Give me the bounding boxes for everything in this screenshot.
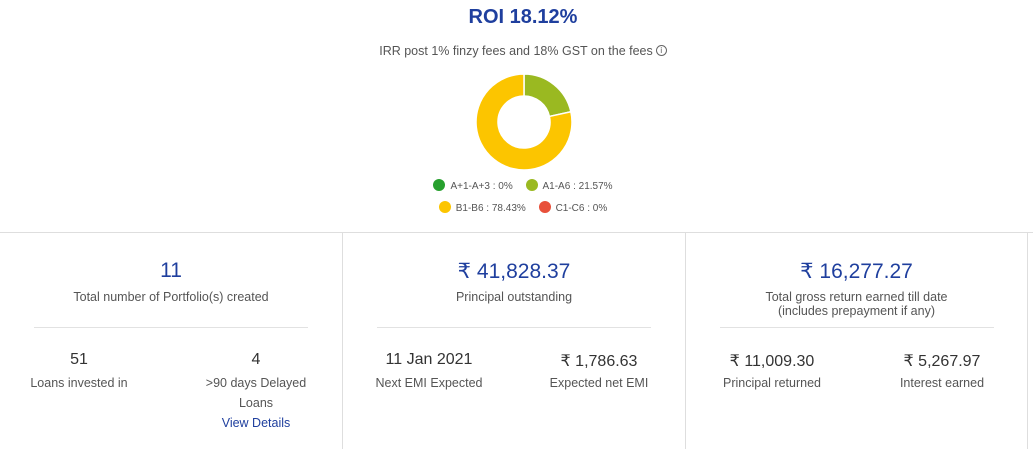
view-details-link[interactable]: View Details bbox=[221, 416, 291, 430]
rupee-icon: ₹ bbox=[800, 259, 814, 283]
principal-card: ₹ 41,828.37 Principal outstanding 11 Jan… bbox=[342, 233, 685, 449]
portfolio-count-label: Total number of Portfolio(s) created bbox=[73, 290, 269, 304]
gross-return-label: Total gross return earned till date (inc… bbox=[686, 290, 1027, 318]
interest-earned-stat: ₹ 5,267.97 Interest earned bbox=[867, 351, 1017, 393]
donut-slice-a1-a6[interactable] bbox=[523, 73, 572, 118]
expected-emi-amount: 1,786.63 bbox=[575, 353, 638, 370]
loans-invested-label: Loans invested in bbox=[30, 376, 128, 390]
roi-title: ROI 18.12% bbox=[468, 6, 578, 28]
rupee-icon: ₹ bbox=[903, 351, 914, 370]
gross-return-label-line1: Total gross return earned till date bbox=[765, 290, 948, 304]
info-icon[interactable]: i bbox=[655, 45, 667, 56]
principal-returned-stat: ₹ 11,009.30 Principal returned bbox=[697, 351, 847, 393]
delayed-loans-stat: 4 >90 days Delayed Loans View Details bbox=[181, 351, 331, 433]
gross-return-label-line2: (includes prepayment if any) bbox=[777, 304, 936, 318]
chart-legend-row-2: B1-B6 : 78.43% C1-C6 : 0% bbox=[0, 201, 1033, 214]
legend-dot-a-plus bbox=[433, 179, 446, 191]
card-divider bbox=[377, 327, 651, 328]
legend-label-b: B1-B6 : 78.43% bbox=[455, 203, 526, 214]
legend-item-a-plus[interactable]: A+1-A+3 : 0% bbox=[433, 179, 513, 192]
expected-emi-value: ₹ 1,786.63 bbox=[524, 351, 674, 373]
irr-subtitle-text: IRR post 1% finzy fees and 18% GST on th… bbox=[379, 44, 653, 58]
interest-earned-label: Interest earned bbox=[899, 376, 985, 390]
irr-subtitle: IRR post 1% finzy fees and 18% GST on th… bbox=[0, 44, 1033, 58]
returns-card: ₹ 16,277.27 Total gross return earned ti… bbox=[685, 233, 1028, 449]
legend-item-a[interactable]: A1-A6 : 21.57% bbox=[525, 179, 613, 192]
expected-emi-stat: ₹ 1,786.63 Expected net EMI bbox=[524, 351, 674, 393]
portfolio-count: 11 bbox=[160, 259, 182, 282]
principal-outstanding-value: ₹ 41,828.37 bbox=[343, 259, 685, 284]
expected-emi-label: Expected net EMI bbox=[549, 376, 649, 390]
legend-item-c[interactable]: C1-C6 : 0% bbox=[538, 201, 608, 214]
delayed-loans-label: >90 days Delayed Loans bbox=[205, 376, 307, 410]
legend-label-c: C1-C6 : 0% bbox=[555, 203, 608, 214]
next-emi-date: 11 Jan 2021 bbox=[385, 351, 473, 368]
principal-outstanding-label: Principal outstanding bbox=[455, 290, 573, 304]
gross-return-amount: 16,277.27 bbox=[819, 260, 913, 283]
roi-summary: ROI 18.12% IRR post 1% finzy fees and 18… bbox=[0, 6, 1033, 214]
legend-dot-b bbox=[438, 201, 451, 213]
legend-dot-c bbox=[538, 201, 551, 213]
chart-legend-row-1: A+1-A+3 : 0% A1-A6 : 21.57% bbox=[0, 179, 1033, 192]
legend-label-a-plus: A+1-A+3 : 0% bbox=[450, 181, 513, 192]
loans-invested-stat: 51 Loans invested in bbox=[4, 351, 154, 393]
legend-dot-a bbox=[525, 179, 538, 191]
principal-outstanding-amount: 41,828.37 bbox=[476, 260, 571, 283]
summary-cards: 11 Total number of Portfolio(s) created … bbox=[0, 232, 1033, 449]
rupee-icon: ₹ bbox=[457, 259, 472, 283]
principal-returned-value: ₹ 11,009.30 bbox=[697, 351, 847, 373]
principal-returned-label: Principal returned bbox=[723, 376, 821, 390]
donut-slice-b1-b6[interactable] bbox=[475, 73, 573, 171]
card-divider bbox=[720, 327, 994, 328]
principal-returned-amount: 11,009.30 bbox=[744, 353, 815, 370]
gross-return-value: ₹ 16,277.27 bbox=[686, 259, 1027, 284]
interest-earned-amount: 5,267.97 bbox=[918, 353, 981, 370]
next-emi-label: Next EMI Expected bbox=[375, 376, 483, 390]
allocation-donut-chart bbox=[475, 73, 573, 171]
rupee-icon: ₹ bbox=[729, 351, 740, 370]
delayed-loans-value: 4 bbox=[251, 351, 261, 368]
card-divider bbox=[34, 327, 308, 328]
next-emi-stat: 11 Jan 2021 Next EMI Expected bbox=[354, 351, 504, 393]
loans-invested-value: 51 bbox=[70, 351, 88, 368]
rupee-icon: ₹ bbox=[560, 351, 571, 370]
portfolio-card: 11 Total number of Portfolio(s) created … bbox=[0, 233, 342, 449]
interest-earned-value: ₹ 5,267.97 bbox=[867, 351, 1017, 373]
legend-label-a: A1-A6 : 21.57% bbox=[542, 181, 613, 192]
legend-item-b[interactable]: B1-B6 : 78.43% bbox=[438, 201, 526, 214]
